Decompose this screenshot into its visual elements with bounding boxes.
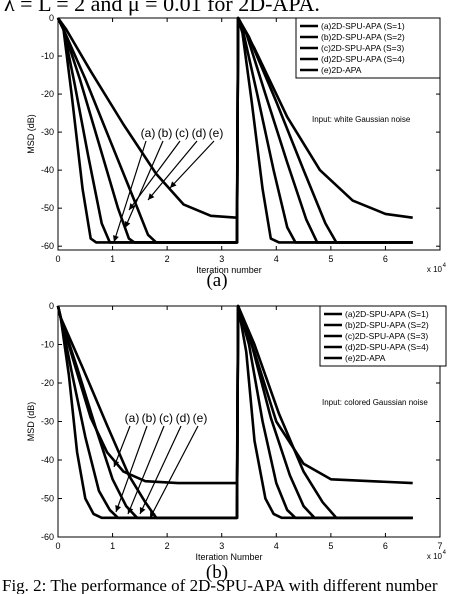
chart0-x-tick-label: 4 xyxy=(274,254,279,264)
chart1-arrow-label-3: (d) xyxy=(176,411,191,425)
chart1-x-tick-label: 4 xyxy=(274,541,279,551)
chart0-arrow-3 xyxy=(147,140,198,201)
chart0-series-line-4 xyxy=(56,16,413,219)
chart0-arrow-1 xyxy=(124,140,164,229)
chart-panel-b: 0 1 2 3 4 5 6 7 0 -10 -20 -30 -40 -50 -60 Iteration Num… xyxy=(26,301,447,562)
chart0-y-tick-label: 0 xyxy=(49,14,54,23)
chart1-arrow-2 xyxy=(127,425,165,515)
chart1-arrow-label-4: (e) xyxy=(193,411,208,425)
chart1-legend-entry-1: (b)2D-SPU-APA (S=2) xyxy=(345,320,429,330)
chart0-arrowhead-0 xyxy=(113,235,119,242)
chart1-y-tick-label: -50 xyxy=(41,494,54,504)
chart0-y-tick-label: -40 xyxy=(41,165,54,175)
chart1-arrow-1 xyxy=(115,425,148,513)
chart1-x-tick-label: 5 xyxy=(328,541,333,551)
chart1-y-tick-label: -10 xyxy=(41,340,54,350)
chart1-arrowhead-0 xyxy=(113,460,120,467)
chart1-x-tick-label: 2 xyxy=(165,541,170,551)
chart1-arrowhead-2 xyxy=(127,507,134,514)
chart0-x-tick-label: 2 xyxy=(165,254,170,264)
chart0-arrowhead-4 xyxy=(170,181,177,188)
chart0-arrow-label-4: (e) xyxy=(209,126,224,140)
chart0-axes-box xyxy=(57,17,441,251)
chart1-series-line-4 xyxy=(56,304,413,485)
chart1-arrow-0 xyxy=(113,425,131,468)
chart0-x-exponent-power: 4 xyxy=(443,263,447,269)
chart1-x-exponent-power: 4 xyxy=(443,550,447,556)
chart0-arrowhead-2 xyxy=(129,203,136,210)
chart0-legend-entry-4: (e)2D-APA xyxy=(321,65,362,75)
chart0-legend-entry-0: (a)2D-SPU-APA (S=1) xyxy=(321,21,405,31)
chart0-x-tick-label: 1 xyxy=(110,254,115,264)
chart0-y-tick-label: -60 xyxy=(41,241,54,251)
chart0-arrow-4 xyxy=(169,140,215,189)
chart0-arrow-label-1: (b) xyxy=(158,126,173,140)
chart1-arrow-label-1: (b) xyxy=(142,411,157,425)
chart0-series-line-3 xyxy=(56,16,413,244)
chart1-x-axis-label: Iteration Number xyxy=(195,552,262,562)
chart1-arrow-label-0: (a) xyxy=(125,411,140,425)
caption-bottom-text: Fig. 2: The performance of 2D-SPU-APA wi… xyxy=(2,578,438,594)
chart0-legend-entry-3: (d)2D-SPU-APA (S=4) xyxy=(321,54,405,64)
panel-label-a: (a) xyxy=(206,270,228,291)
chart1-x-tick-label: 6 xyxy=(383,541,388,551)
chart1-y-tick-label: -30 xyxy=(41,417,54,427)
chart0-x-tick-label: 5 xyxy=(328,254,333,264)
chart1-x-tick-label: 0 xyxy=(55,541,60,551)
chart0-arrow-2 xyxy=(128,140,181,211)
chart1-x-tick-label: 1 xyxy=(110,541,115,551)
chart0-legend-entry-1: (b)2D-SPU-APA (S=2) xyxy=(321,32,405,42)
chart0-x-tick-label: 6 xyxy=(383,254,388,264)
chart1-arrow-label-2: (c) xyxy=(159,411,173,425)
chart0-arrowhead-1 xyxy=(124,221,131,228)
chart1-arrowhead-1 xyxy=(115,505,122,512)
chart1-y-tick-label: 0 xyxy=(49,301,54,311)
chart0-y-tick-label: -30 xyxy=(41,127,54,137)
caption-top-text: λ = L = 2 and μ = 0.01 for 2D-APA. xyxy=(4,0,320,16)
chart1-annotation: Input: colored Gaussian noise xyxy=(322,398,428,407)
chart0-y-tick-label: -20 xyxy=(41,89,54,99)
chart0-arrow-label-3: (d) xyxy=(192,126,207,140)
chart0-x-exponent-label: x 10 xyxy=(427,265,443,274)
chart0-x-tick-label: 3 xyxy=(219,254,224,264)
caption-top: λ = L = 2 and μ = 0.01 for 2D-APA. xyxy=(0,0,474,20)
chart1-series-line-3 xyxy=(56,304,413,520)
chart1-legend-entry-3: (d)2D-SPU-APA (S=4) xyxy=(345,342,429,352)
chart1-x-exponent-label: x 10 xyxy=(427,552,443,561)
chart1-arrowhead-3 xyxy=(139,507,146,514)
chart0-arrow-0 xyxy=(113,140,147,243)
chart1-x-tick-label: 3 xyxy=(219,541,224,551)
caption-bottom: Fig. 2: The performance of 2D-SPU-APA wi… xyxy=(0,578,474,594)
chart0-x-axis-label: Iteration number xyxy=(196,265,262,275)
chart0-y-tick-label: -10 xyxy=(41,51,54,61)
chart0-legend-entry-2: (c)2D-SPU-APA (S=3) xyxy=(321,43,404,53)
chart0-y-axis-label: MSD (dB) xyxy=(26,114,36,154)
chart0-arrow-label-2: (c) xyxy=(175,126,189,140)
chart1-y-tick-label: -60 xyxy=(41,532,54,542)
chart1-legend-entry-2: (c)2D-SPU-APA (S=3) xyxy=(345,331,428,341)
chart0-arrow-label-0: (a) xyxy=(141,126,156,140)
chart0-x-tick-label: 0 xyxy=(55,254,60,264)
chart0-arrowhead-3 xyxy=(148,193,155,200)
panel-label-b: (b) xyxy=(205,562,229,583)
chart1-x-tick-label: 7 xyxy=(437,541,442,551)
chart0-annotation: Input: white Gaussian noise xyxy=(312,115,411,124)
chart-panel-a: 0 1 2 3 4 5 6 0 -10 -20 -30 -40 -50 -60 Iteration numb… xyxy=(26,14,447,275)
chart1-y-axis-label: MSD (dB) xyxy=(26,402,36,442)
chart1-legend-entry-0: (a)2D-SPU-APA (S=1) xyxy=(345,309,429,319)
chart1-legend-entry-4: (e)2D-APA xyxy=(345,353,386,363)
chart1-arrow-3 xyxy=(139,425,182,515)
chart1-y-tick-label: -20 xyxy=(41,378,54,388)
chart0-y-tick-label: -50 xyxy=(41,203,54,213)
chart1-arrowhead-4 xyxy=(150,511,156,518)
chart0-legend-box xyxy=(295,17,441,79)
chart1-y-tick-label: -40 xyxy=(41,455,54,465)
chart1-arrow-4 xyxy=(149,425,199,519)
